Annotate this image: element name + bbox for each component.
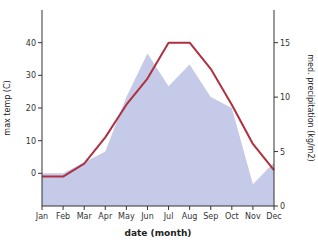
x-axis-label: date (month)	[125, 228, 192, 238]
chart: 0 10 20 30 40 0 5 10 15 Jan Feb Mar Apr May Jun Jul Aug S…	[0, 0, 318, 242]
y2-tick-label: 15	[280, 39, 290, 48]
y-tick-label: 20	[26, 104, 36, 113]
x-tick	[168, 206, 169, 210]
x-tick-label: Nov	[245, 212, 261, 221]
y-tick-label: 0	[31, 169, 36, 178]
y-tick	[38, 173, 42, 174]
x-tick	[274, 206, 275, 210]
x-tick-label: Jun	[140, 212, 154, 221]
x-tick	[210, 206, 211, 210]
x-tick	[189, 206, 190, 210]
y2-axis-label: med. precipitation (kg/m2)	[306, 54, 315, 161]
y2-axis-line	[274, 10, 275, 206]
x-tick-label: Jan	[35, 212, 48, 221]
y2-tick	[274, 97, 278, 98]
x-tick	[126, 206, 127, 210]
y2-tick	[274, 151, 278, 152]
y-tick	[38, 42, 42, 43]
y2-tick	[274, 206, 278, 207]
x-tick	[252, 206, 253, 210]
x-tick-label: Mar	[77, 212, 93, 221]
y-tick	[38, 140, 42, 141]
y2-tick	[274, 42, 278, 43]
y2-tick-label: 0	[280, 202, 285, 211]
y2-tick-label: 5	[280, 148, 285, 157]
x-tick-label: Feb	[56, 212, 70, 221]
x-tick-label: Sep	[203, 212, 218, 221]
x-tick-label: Dec	[266, 212, 281, 221]
x-tick-label: Jul	[163, 212, 174, 221]
x-tick	[147, 206, 148, 210]
y-tick-label: 10	[26, 137, 36, 146]
y-tick-label: 30	[26, 71, 36, 80]
x-tick	[63, 206, 64, 210]
y-tick	[38, 108, 42, 109]
y-axis-label: max temp (C)	[3, 80, 12, 135]
y-tick-label: 40	[26, 39, 36, 48]
temperature-line	[42, 43, 274, 177]
x-tick	[231, 206, 232, 210]
x-axis-line	[42, 206, 274, 207]
y-tick	[38, 75, 42, 76]
x-tick-label: Apr	[98, 212, 113, 221]
y2-tick-label: 10	[280, 93, 290, 102]
x-tick-label: Aug	[182, 212, 198, 221]
precipitation-area	[42, 54, 274, 206]
x-tick-label: Oct	[225, 212, 239, 221]
x-tick	[84, 206, 85, 210]
x-tick-label: May	[118, 212, 135, 221]
x-tick	[105, 206, 106, 210]
x-tick	[42, 206, 43, 210]
